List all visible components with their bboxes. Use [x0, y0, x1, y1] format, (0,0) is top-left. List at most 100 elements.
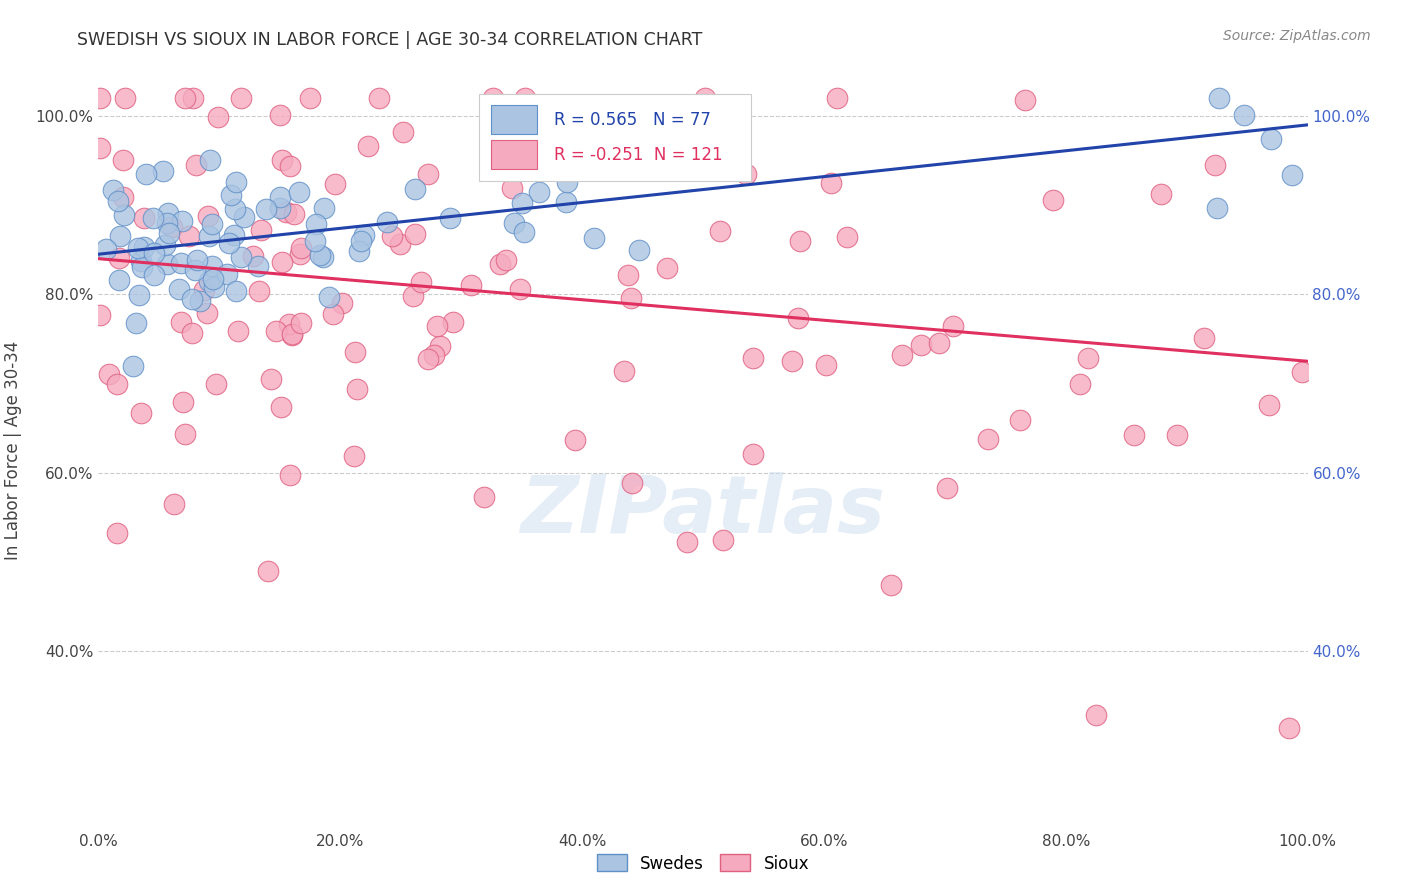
Point — [311, 250, 333, 264]
Point — [527, 185, 550, 199]
Point — [226, 325, 249, 339]
Point — [156, 257, 179, 271]
Point — [426, 318, 449, 333]
Point — [368, 91, 391, 105]
Point — [225, 284, 247, 298]
Point — [156, 216, 179, 230]
Point — [246, 259, 269, 273]
Point — [110, 229, 132, 244]
Point — [124, 316, 146, 330]
Text: Source: ZipAtlas.com: Source: ZipAtlas.com — [1223, 29, 1371, 43]
Point — [349, 244, 371, 258]
Point — [375, 215, 398, 229]
Point — [305, 217, 328, 231]
Point — [198, 274, 221, 288]
Point — [254, 202, 277, 217]
Point — [170, 315, 193, 329]
Legend: Swedes, Sioux: Swedes, Sioux — [591, 847, 815, 880]
Point — [97, 368, 120, 382]
Point — [198, 229, 221, 244]
Point — [304, 234, 326, 248]
Point — [96, 242, 118, 256]
Point — [429, 339, 451, 353]
Point — [441, 315, 464, 329]
Point — [617, 268, 640, 283]
Point — [1077, 351, 1099, 365]
Point — [197, 210, 219, 224]
Point — [271, 153, 294, 167]
Point — [163, 497, 186, 511]
FancyBboxPatch shape — [479, 95, 751, 181]
Point — [217, 267, 239, 281]
Point — [129, 254, 152, 268]
Point — [278, 467, 301, 482]
Point — [1204, 157, 1226, 171]
Point — [503, 216, 526, 230]
Point — [1084, 708, 1107, 723]
Point — [122, 359, 145, 374]
Point — [318, 290, 340, 304]
Point — [510, 196, 533, 211]
Point — [157, 226, 180, 240]
Point — [422, 348, 444, 362]
Point — [787, 310, 810, 325]
Point — [127, 242, 149, 256]
Point — [880, 578, 903, 592]
Point — [207, 110, 229, 124]
Point — [1042, 193, 1064, 207]
Point — [495, 253, 517, 268]
Point — [167, 282, 190, 296]
Point — [229, 91, 252, 105]
Point — [789, 234, 811, 248]
Point — [181, 91, 204, 105]
Point — [1123, 427, 1146, 442]
Point — [742, 447, 765, 461]
Point — [482, 91, 505, 105]
Point — [114, 91, 136, 105]
Point — [517, 112, 540, 126]
Point — [1014, 93, 1036, 107]
Point — [112, 190, 135, 204]
Point — [111, 153, 134, 167]
Point — [195, 306, 218, 320]
Point — [218, 235, 240, 250]
Point — [201, 218, 224, 232]
Point — [416, 167, 439, 181]
Point — [418, 351, 440, 366]
Point — [891, 348, 914, 362]
Point — [1206, 202, 1229, 216]
Point — [205, 376, 228, 391]
Point — [259, 372, 281, 386]
Point — [381, 229, 404, 244]
Point — [180, 292, 202, 306]
Point — [135, 167, 157, 181]
Point — [225, 175, 247, 189]
Point — [281, 328, 304, 343]
Point — [346, 382, 368, 396]
Text: ZIPatlas: ZIPatlas — [520, 472, 886, 550]
Point — [103, 183, 125, 197]
Point — [357, 138, 380, 153]
Point — [820, 176, 842, 190]
Point — [202, 280, 225, 294]
Point — [298, 91, 321, 105]
Point — [224, 227, 246, 242]
Point — [281, 327, 304, 342]
Point — [283, 207, 305, 221]
Point — [1281, 168, 1303, 182]
Point — [250, 222, 273, 236]
Point — [142, 245, 165, 260]
Point — [1166, 428, 1188, 442]
Point — [271, 254, 294, 268]
Point — [323, 178, 346, 192]
Point — [1069, 376, 1091, 391]
Point — [266, 324, 288, 338]
Point — [564, 433, 586, 447]
Point — [173, 91, 195, 105]
Point — [627, 243, 650, 257]
Point — [160, 219, 183, 234]
Point — [582, 231, 605, 245]
Point — [186, 252, 208, 267]
Point — [501, 181, 523, 195]
Point — [221, 188, 243, 202]
